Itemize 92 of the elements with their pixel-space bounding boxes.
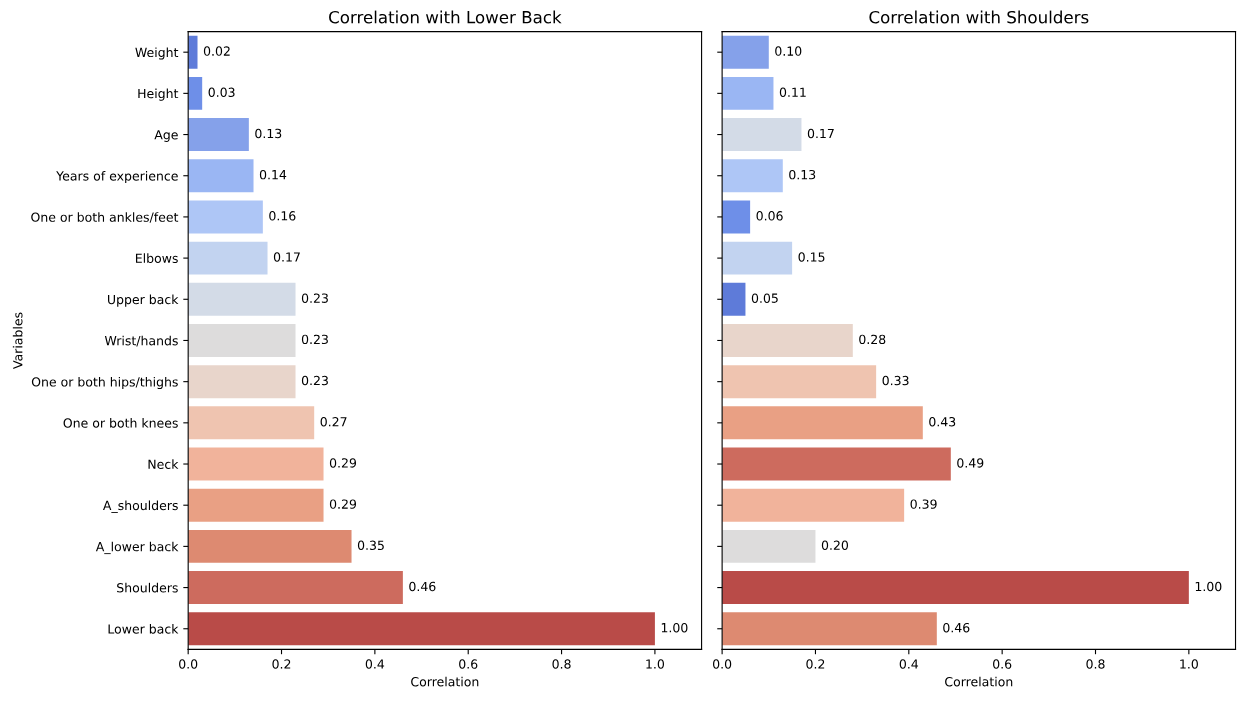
y-axis-title: Variables (12, 312, 23, 369)
bar (188, 118, 249, 152)
data-label: 0.33 (882, 375, 909, 386)
data-label: 0.14 (259, 169, 287, 180)
data-label: 0.17 (273, 252, 300, 262)
x-tick-label: 0.0 (713, 659, 732, 669)
data-label: 1.00 (1195, 581, 1222, 592)
y-tick-label: Elbows (135, 253, 178, 264)
data-label: 0.46 (943, 622, 970, 633)
y-tick-label: Weight (135, 47, 179, 60)
data-label: 0.39 (910, 499, 937, 509)
data-label: 0.13 (255, 128, 282, 139)
x-tick-label: 0.8 (1086, 659, 1105, 669)
x-tick-label: 0.4 (899, 659, 919, 669)
bar (188, 612, 655, 646)
data-label: 0.27 (320, 417, 347, 427)
bar (722, 571, 1189, 605)
data-label: 0.16 (269, 211, 296, 221)
x-tick-label: 0.6 (993, 659, 1012, 669)
data-label: 0.49 (957, 458, 984, 468)
y-tick-label: Lower back (108, 624, 179, 634)
chart-title: Correlation with Lower Back (329, 10, 562, 24)
data-label: 0.29 (329, 499, 357, 509)
y-tick-label: Neck (148, 459, 179, 469)
x-tick-label: 1.0 (1180, 659, 1198, 669)
x-axis-title: Correlation (945, 676, 1013, 687)
y-tick-label: A_lower back (95, 541, 179, 555)
bar (722, 447, 951, 481)
x-tick-label: 0.2 (272, 659, 291, 669)
data-label: 0.23 (301, 334, 328, 345)
data-label: 0.23 (301, 293, 328, 303)
y-tick-label: Height (138, 88, 179, 101)
bar (722, 406, 923, 440)
data-label: 0.02 (203, 46, 230, 56)
y-tick-label: Wrist/hands (104, 335, 178, 347)
bar (722, 159, 783, 193)
bar (188, 324, 296, 357)
data-label: 0.35 (357, 540, 384, 551)
y-tick-label: A_shoulders (103, 500, 178, 513)
data-label: 0.05 (751, 293, 778, 303)
x-tick-label: 0.0 (179, 659, 198, 669)
bar (188, 571, 403, 605)
y-tick-label: One or both knees (63, 418, 178, 428)
data-label: 0.06 (756, 211, 783, 221)
data-label: 0.20 (821, 540, 849, 551)
bar (722, 76, 774, 110)
bar (722, 365, 877, 399)
bar (188, 200, 263, 234)
x-tick-label: 0.8 (552, 659, 571, 669)
bar (188, 488, 324, 522)
chart-title: Correlation with Shoulders (869, 10, 1089, 24)
x-tick-label: 0.2 (806, 659, 825, 669)
data-label: 0.11 (779, 87, 806, 97)
bar (722, 612, 937, 646)
data-label: 1.00 (661, 622, 688, 633)
data-label: 0.10 (775, 46, 802, 56)
x-tick-label: 1.0 (646, 659, 665, 669)
bar (188, 365, 296, 399)
bar (188, 406, 315, 440)
data-label: 0.43 (929, 417, 956, 427)
data-label: 0.17 (807, 128, 834, 139)
bar (722, 529, 816, 563)
bar (188, 76, 203, 110)
data-label: 0.46 (409, 581, 436, 592)
y-tick-label: One or both hips/thighs (31, 376, 178, 389)
bar (188, 282, 296, 316)
bar (188, 529, 352, 563)
data-label: 0.13 (789, 169, 816, 180)
bar (188, 159, 254, 193)
x-axis-title: Correlation (411, 676, 479, 687)
y-tick-label: Age (154, 130, 178, 142)
bar (188, 447, 324, 481)
bar (722, 118, 802, 152)
data-label: 0.03 (208, 87, 235, 97)
data-label: 0.15 (798, 252, 825, 262)
bar (722, 488, 905, 522)
data-label: 0.29 (329, 458, 357, 468)
x-tick-label: 0.4 (365, 659, 385, 669)
bar (188, 35, 198, 69)
bar (722, 200, 751, 234)
y-tick-label: One or both ankles/feet (31, 212, 179, 223)
bar (722, 282, 746, 316)
data-label: 0.28 (859, 334, 886, 345)
y-tick-label: Upper back (108, 294, 179, 307)
bar (722, 35, 769, 69)
bar (722, 241, 793, 275)
bar (722, 324, 853, 357)
y-tick-label: Shoulders (117, 582, 178, 593)
y-tick-label: Years of experience (56, 170, 178, 184)
x-tick-label: 0.6 (459, 659, 478, 669)
bar (188, 241, 268, 275)
data-label: 0.23 (301, 375, 328, 386)
